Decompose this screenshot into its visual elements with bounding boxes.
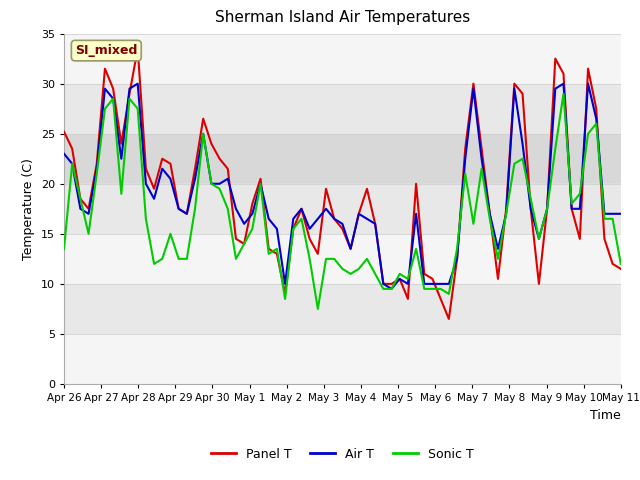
Bar: [64, 184, 621, 234]
Bar: [64, 284, 621, 334]
Legend: Panel T, Air T, Sonic T: Panel T, Air T, Sonic T: [206, 443, 479, 466]
Bar: [64, 34, 621, 84]
Bar: [64, 284, 621, 384]
X-axis label: Time: Time: [590, 408, 621, 421]
Bar: [64, 84, 621, 134]
Title: Sherman Island Air Temperatures: Sherman Island Air Temperatures: [215, 11, 470, 25]
Y-axis label: Temperature (C): Temperature (C): [22, 158, 35, 260]
Bar: [64, 184, 621, 284]
Text: SI_mixed: SI_mixed: [75, 44, 138, 57]
